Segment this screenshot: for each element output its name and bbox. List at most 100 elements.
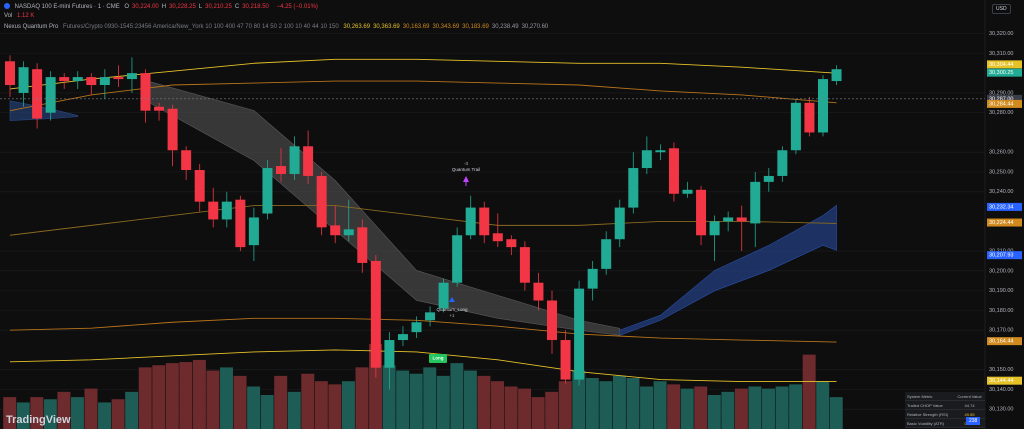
ohlc-key: O (124, 3, 130, 10)
indicator-name: Nexus Quantum Pro (4, 24, 59, 30)
volume-bar (721, 391, 735, 429)
volume-bar (287, 391, 301, 429)
candle-body (479, 207, 490, 236)
y-tick-label: 30,140.00 (989, 387, 1013, 393)
price-label: 30,224.44 (989, 220, 1013, 226)
candle-body (574, 288, 585, 380)
candle-body (397, 334, 408, 341)
candle-body (668, 148, 679, 194)
price-label: 30,164.44 (989, 339, 1013, 345)
price-label-bg (987, 376, 1022, 385)
indicator-values: 30,263.69 30,363.69 30,163.69 30,343.69 30,1… (343, 24, 551, 30)
candle-body (194, 170, 205, 202)
candle-body (140, 73, 151, 111)
logo[interactable]: TradingView (6, 414, 71, 426)
indicator-value: 30,270.60 (521, 24, 549, 30)
candle-body (709, 221, 720, 236)
candle-body (777, 150, 788, 176)
table-row: Trailed CHOP Value 44.74 (905, 400, 985, 410)
y-tick-label: 30,310.00 (989, 51, 1013, 57)
volume-bar (707, 395, 721, 429)
candle-body (750, 181, 761, 224)
indicator-value: 30,163.69 (402, 24, 430, 30)
candle-body (452, 235, 463, 283)
volume-bar (301, 373, 315, 429)
candle-body (547, 300, 557, 341)
volume-bar (775, 386, 789, 429)
candle-body (18, 67, 29, 93)
ohlc-value: 30,224.00 (132, 3, 159, 10)
volume-bar (504, 386, 518, 429)
volume-bar (396, 370, 410, 429)
indicator-value: 30,263.69 (343, 24, 371, 30)
candle-body (330, 225, 341, 236)
symbol-legend: NASDAQ 100 E-mini Futures · 1 · CME O 30,… (4, 3, 321, 10)
candle-body (438, 282, 449, 309)
candle-body (790, 102, 801, 151)
price-label: 30,144.44 (989, 378, 1013, 384)
volume-bar (125, 391, 139, 429)
volume-bar (463, 370, 477, 429)
volume-bar (518, 388, 532, 429)
candle-body (682, 189, 693, 194)
volume-bar (612, 375, 626, 429)
annotation-label: Quantum Trail (452, 167, 480, 172)
price-label-bg (987, 337, 1022, 346)
volume-bar (152, 365, 166, 429)
price-label: 30,287.00 (989, 96, 1013, 102)
signal-badge (429, 354, 447, 363)
indicator-value: 30,183.69 (462, 24, 489, 30)
volume-bar (328, 384, 342, 429)
volume-bar (734, 388, 748, 429)
volume-bar (43, 399, 57, 429)
candle-body (601, 239, 612, 269)
price-label: 30,304.44 (989, 62, 1013, 68)
annotation-label: Quantum_Long (436, 307, 468, 312)
price-label-bg (987, 218, 1022, 227)
volume-bar (585, 378, 599, 429)
candle-body (276, 166, 286, 174)
volume-bar (491, 381, 504, 429)
candle-body (235, 199, 246, 248)
volume-bar (179, 362, 193, 429)
volume-bar (138, 367, 152, 429)
candle-body (614, 207, 625, 240)
volume-bar (626, 378, 640, 429)
table-header: System Metric Current Value (905, 392, 985, 401)
price-label-bg (987, 60, 1022, 69)
volume-bar (653, 381, 667, 429)
volume-bar (423, 367, 437, 429)
indicator-params: Futures/Crypto 0930-1545:23456 America/N… (63, 24, 339, 30)
indicator-value: 30,363.69 (373, 24, 400, 30)
candle-body (411, 322, 422, 333)
price-label-bg (987, 94, 1022, 103)
volume-bar (355, 367, 369, 429)
volume-bar (450, 363, 464, 429)
y-tick-label: 30,260.00 (989, 150, 1013, 156)
volume-bar (802, 354, 816, 429)
volume-bar (70, 397, 84, 429)
candle-body (5, 61, 15, 86)
volume-bar (274, 375, 288, 429)
currency-button[interactable]: USD (992, 4, 1011, 14)
volume-bar (165, 363, 179, 429)
volume-bar (409, 373, 423, 429)
price-label-bg (987, 251, 1022, 260)
candle-body (465, 207, 476, 236)
volume-bar (192, 359, 206, 429)
bar-count-badge: 238 (966, 417, 981, 425)
candle-body (763, 175, 774, 182)
y-tick-label: 30,280.00 (989, 110, 1013, 116)
y-tick-label: 30,250.00 (989, 169, 1013, 175)
volume-bar (220, 367, 233, 429)
indicator-line (9, 349, 837, 383)
candle-body (506, 239, 517, 248)
volume-bar (762, 388, 775, 429)
volume-bar (694, 386, 708, 429)
change: −4.25 (−0.01%) (276, 3, 318, 10)
ohlc-values: O 30,224.00 H 30,228.25 L 30,210.25 C 30,218.50 (124, 4, 272, 10)
candle-body (316, 175, 327, 228)
volume-bar (789, 384, 803, 429)
symbol-icon (4, 3, 10, 9)
price-label: 30,284.44 (989, 101, 1013, 107)
